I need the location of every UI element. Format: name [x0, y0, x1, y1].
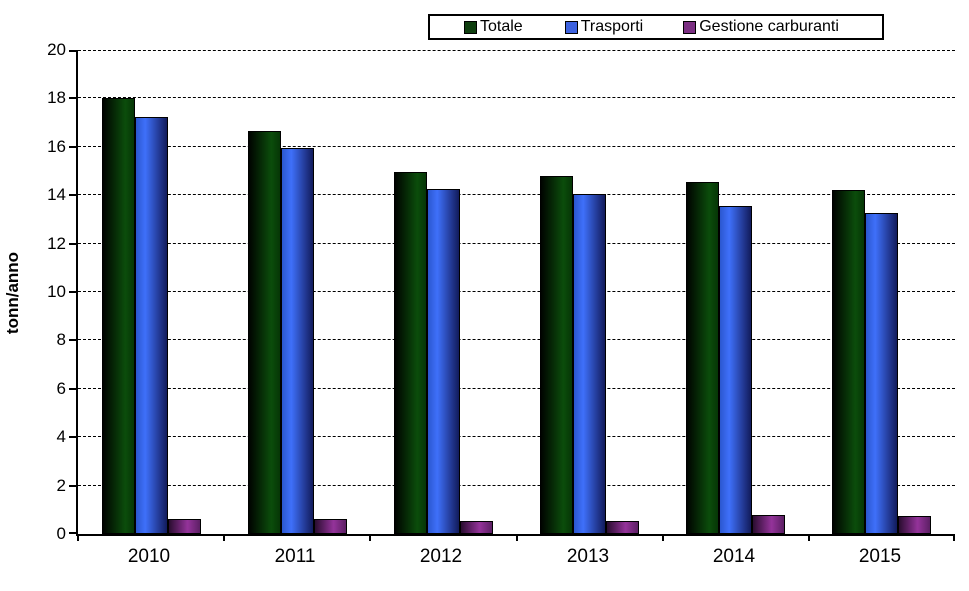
legend-item-trasporti: Trasporti	[564, 18, 644, 36]
bar-gestione-carburanti-2010	[168, 519, 201, 534]
x-tick-2	[369, 534, 371, 541]
bar-gestione-carburanti-2013	[606, 521, 639, 534]
x-category-label-2011: 2011	[274, 546, 316, 567]
bar-trasporti-2010	[135, 117, 168, 534]
x-category-label-2012: 2012	[419, 546, 463, 567]
bar-totale-2015	[832, 190, 865, 534]
x-category-label-2010: 2010	[127, 546, 171, 567]
bar-totale-2013	[540, 176, 573, 534]
y-tick-label-2: 2	[56, 475, 66, 495]
gridline-y-2	[78, 484, 955, 486]
y-tick-label-18: 18	[47, 88, 66, 108]
x-tick-3	[516, 534, 518, 541]
gridline-y-4	[78, 436, 955, 438]
x-category-label-2014: 2014	[712, 546, 756, 567]
chart-legend: Totale Trasporti Gestione carburanti	[428, 14, 884, 40]
legend-item-totale: Totale	[464, 18, 523, 36]
gridline-y-6	[78, 387, 955, 389]
y-tick-10	[69, 291, 76, 293]
y-tick-14	[69, 194, 76, 197]
x-tick-0	[77, 534, 79, 541]
y-tick-label-16: 16	[47, 136, 66, 156]
gridline-y-8	[78, 339, 955, 341]
x-tick-6	[953, 534, 955, 541]
legend-item-gestione-carburanti: Gestione carburanti	[683, 18, 839, 36]
y-tick-18	[69, 97, 76, 100]
bar-trasporti-2014	[719, 206, 752, 534]
y-tick-8	[69, 339, 76, 342]
bar-trasporti-2015	[865, 213, 898, 534]
bar-totale-2011	[248, 131, 281, 534]
y-tick-label-6: 6	[56, 378, 66, 398]
gridline-y-20	[78, 50, 955, 51]
y-tick-0	[69, 532, 76, 534]
gridline-y-14	[78, 194, 955, 196]
gridline-y-18	[78, 97, 955, 99]
x-category-label-2015: 2015	[858, 546, 902, 567]
x-tick-1	[223, 534, 225, 541]
bar-gestione-carburanti-2012	[460, 521, 493, 534]
x-category-label-2013: 2013	[566, 546, 610, 567]
y-tick-20	[69, 50, 76, 52]
y-tick-2	[69, 484, 76, 487]
gridline-y-16	[78, 145, 955, 147]
y-tick-label-14: 14	[47, 185, 66, 205]
y-tick-16	[69, 145, 76, 148]
legend-label-gestione-carburanti: Gestione carburanti	[699, 18, 839, 35]
gridline-y-10	[78, 291, 955, 292]
y-tick-label-0: 0	[56, 524, 66, 543]
y-tick-label-4: 4	[56, 427, 66, 447]
y-tick-label-8: 8	[56, 330, 66, 350]
gridline-y-12	[78, 242, 955, 244]
bar-totale-2012	[394, 172, 427, 534]
y-tick-6	[69, 387, 76, 390]
bar-gestione-carburanti-2014	[752, 515, 785, 534]
bar-gestione-carburanti-2011	[314, 519, 347, 534]
plot-area	[69, 50, 955, 541]
y-tick-12	[69, 242, 76, 245]
bar-totale-2014	[686, 182, 719, 534]
bar-totale-2010	[102, 98, 135, 534]
legend-label-trasporti: Trasporti	[580, 18, 644, 35]
legend-swatch-gestione-carburanti	[683, 20, 697, 34]
legend-swatch-trasporti	[564, 20, 578, 34]
y-tick-label-12: 12	[47, 233, 66, 253]
legend-label-totale: Totale	[480, 18, 523, 35]
y-tick-label-10: 10	[47, 282, 66, 301]
x-tick-5	[808, 534, 810, 541]
bar-trasporti-2011	[281, 148, 314, 534]
bar-trasporti-2012	[427, 189, 460, 534]
legend-swatch-totale	[464, 20, 477, 34]
x-tick-4	[662, 534, 664, 541]
y-tick-label-20: 20	[47, 40, 66, 59]
bar-gestione-carburanti-2015	[898, 516, 931, 534]
bar-trasporti-2013	[573, 194, 606, 534]
y-tick-4	[69, 436, 76, 439]
